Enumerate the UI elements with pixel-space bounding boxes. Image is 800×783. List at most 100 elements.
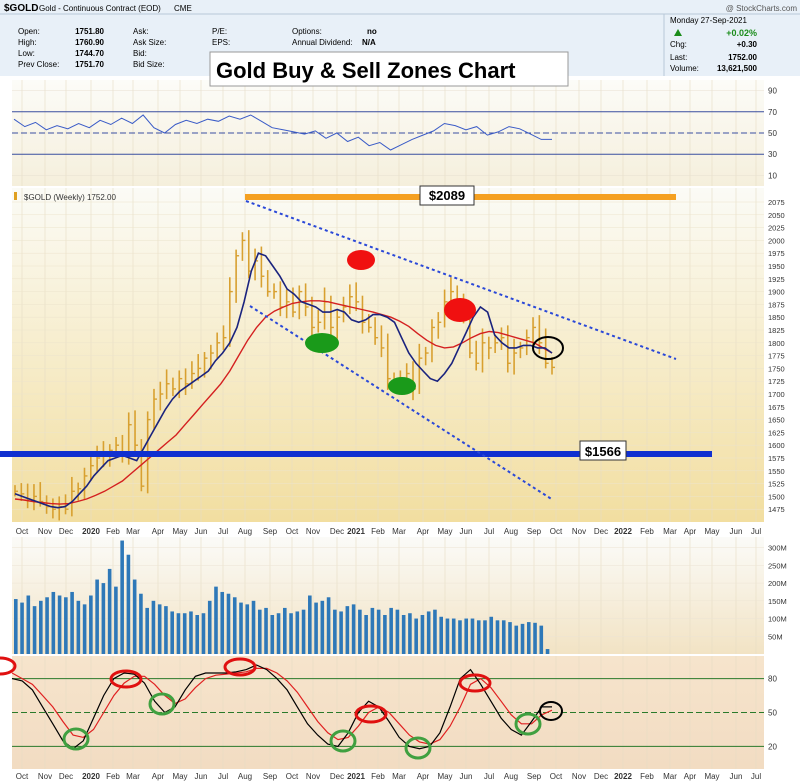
volume-bar xyxy=(232,597,237,654)
volume-value: 13,621,500 xyxy=(717,64,758,73)
x-axis-label: Apr xyxy=(417,527,430,536)
quote-label: Prev Close: xyxy=(18,60,59,69)
volume-bar xyxy=(470,618,475,654)
chg-value: +0.30 xyxy=(737,40,758,49)
x-axis-label: Sep xyxy=(527,772,542,781)
price-tick-label: 1575 xyxy=(768,454,785,463)
volume-bar xyxy=(26,595,31,654)
price-tick-label: 1800 xyxy=(768,339,785,348)
x-axis-label: Jul xyxy=(484,772,494,781)
x-axis-label: Sep xyxy=(263,772,278,781)
buy-zone-marker xyxy=(388,377,416,395)
price-tick-label: 1675 xyxy=(768,403,785,412)
overbought-circle xyxy=(354,704,388,724)
sell-zone-marker xyxy=(347,250,375,270)
x-axis-label: May xyxy=(704,772,719,781)
x-axis-label: Oct xyxy=(16,772,29,781)
x-axis-label: Jul xyxy=(484,527,494,536)
volume-bar xyxy=(51,591,56,654)
x-axis-label: Mar xyxy=(126,527,140,536)
price-tick-label: 1475 xyxy=(768,505,785,514)
x-axis-label: Oct xyxy=(286,772,299,781)
volume-bar xyxy=(358,609,362,654)
volume-bar xyxy=(364,615,368,654)
ticker-symbol: $GOLD xyxy=(4,3,38,14)
ask-label: Bid: xyxy=(133,49,147,58)
volume-bar xyxy=(139,593,143,654)
volume-bar xyxy=(483,620,487,654)
sell-zone-marker xyxy=(444,298,476,322)
volume-bar xyxy=(533,622,537,654)
volume-bar xyxy=(132,579,137,654)
volume-bar xyxy=(370,607,375,654)
x-axis-label: May xyxy=(437,772,452,781)
volume-bar xyxy=(476,620,481,654)
volume-tick-label: 150M xyxy=(768,597,787,606)
x-axis-label: Aug xyxy=(238,772,252,781)
volume-bar xyxy=(333,609,337,654)
price-tick-label: 1875 xyxy=(768,300,785,309)
price-tick-label: 1600 xyxy=(768,441,785,450)
x-axis-label: Jun xyxy=(195,772,208,781)
overbought-circle xyxy=(223,657,257,677)
volume-bar xyxy=(489,616,494,654)
volume-bar xyxy=(64,597,68,654)
volume-bar xyxy=(207,600,212,654)
x-axis-label: Dec xyxy=(59,772,73,781)
quote-value: 1760.90 xyxy=(75,38,104,47)
volume-bar xyxy=(501,620,506,654)
price-tick-label: 2050 xyxy=(768,211,785,220)
volume-bar xyxy=(157,604,162,654)
volume-bar xyxy=(308,595,312,654)
x-axis-label: Jul xyxy=(751,527,761,536)
x-axis-label: Dec xyxy=(594,527,608,536)
rsi-line xyxy=(13,114,552,151)
volume-bar xyxy=(170,611,174,654)
volume-bar xyxy=(76,600,81,654)
volume-bar xyxy=(251,600,256,654)
price-tick-label: 2075 xyxy=(768,198,785,207)
support-label: $1566 xyxy=(585,444,621,459)
exchange-label: CME xyxy=(174,4,192,13)
x-axis-label: Mar xyxy=(392,527,406,536)
price-tick-label: 2000 xyxy=(768,236,785,245)
volume-bar xyxy=(20,602,24,654)
rsi-tick-label: 70 xyxy=(768,108,777,117)
x-axis-label: Nov xyxy=(306,772,320,781)
price-tick-label: 1625 xyxy=(768,428,785,437)
price-tick-label: 1975 xyxy=(768,249,785,258)
oversold-circle xyxy=(329,729,357,753)
x-axis-label: May xyxy=(437,527,452,536)
x-axis-label: Mar xyxy=(126,772,140,781)
legend-swatch xyxy=(14,192,17,200)
volume-bar xyxy=(539,625,544,654)
x-axis-label: May xyxy=(172,772,187,781)
x-axis-label: Dec xyxy=(594,772,608,781)
x-axis-label: Nov xyxy=(572,527,586,536)
oversold-circle xyxy=(62,727,90,751)
volume-bar xyxy=(126,554,131,654)
volume-label: Volume: xyxy=(670,64,699,73)
dividend-value: N/A xyxy=(362,38,376,47)
chg-label: Chg: xyxy=(670,40,687,49)
x-axis-label: Jun xyxy=(460,527,473,536)
x-axis-label: Nov xyxy=(38,527,52,536)
x-axis-label: 2021 xyxy=(347,772,365,781)
volume-bar xyxy=(39,600,43,654)
volume-bar xyxy=(14,599,18,654)
watermark-text: @ StockCharts.com xyxy=(726,4,798,13)
x-axis-label: Feb xyxy=(640,772,654,781)
rsi-layer xyxy=(12,111,764,155)
x-axis-label: Feb xyxy=(106,772,120,781)
price-tick-label: 1850 xyxy=(768,313,785,322)
x-axis-label: Nov xyxy=(306,527,320,536)
x-axis-label: Jun xyxy=(730,527,743,536)
price-tick-label: 1700 xyxy=(768,390,785,399)
price-tick-label: 1750 xyxy=(768,364,785,373)
stochastic-tick-label: 20 xyxy=(768,742,777,751)
volume-bar xyxy=(295,611,300,654)
x-axis-label: Apr xyxy=(684,772,697,781)
volume-bar xyxy=(520,623,525,654)
volume-panel xyxy=(12,537,764,654)
stochastic-tick-label: 50 xyxy=(768,709,777,718)
